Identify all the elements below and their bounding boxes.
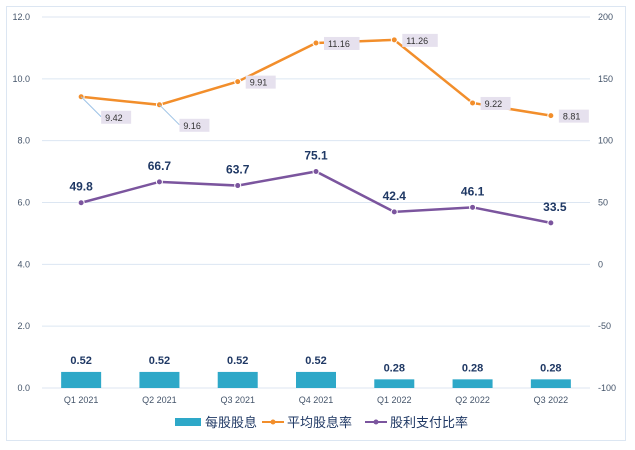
yield-label: 9.91 bbox=[250, 78, 268, 88]
leader-line bbox=[80, 96, 102, 118]
yield-point bbox=[234, 78, 242, 86]
payout-point bbox=[469, 203, 477, 211]
bar bbox=[296, 371, 336, 388]
bar bbox=[61, 371, 102, 388]
bar-label: 0.52 bbox=[227, 355, 248, 367]
y-right-tick: 0 bbox=[598, 259, 603, 269]
yield-label-box bbox=[179, 118, 210, 132]
y-right-tick: 50 bbox=[598, 198, 608, 208]
payout-point bbox=[234, 182, 242, 190]
payout-point bbox=[390, 208, 398, 216]
yield-point bbox=[547, 112, 555, 120]
y-left-tick: 12.0 bbox=[12, 12, 30, 22]
legend-marker bbox=[270, 419, 276, 425]
payout-point bbox=[77, 199, 85, 207]
legend-label: 股利支付比率 bbox=[390, 415, 468, 430]
y-right-tick: 150 bbox=[598, 74, 613, 84]
y-left-tick: 10.0 bbox=[12, 74, 30, 84]
legend-label: 每股股息 bbox=[205, 415, 257, 430]
bar-label: 0.52 bbox=[70, 355, 91, 367]
bar bbox=[530, 379, 571, 388]
bar-label: 0.28 bbox=[540, 362, 561, 374]
payout-label: 46.1 bbox=[461, 184, 485, 198]
y-right-tick: -100 bbox=[598, 383, 616, 393]
x-tick: Q4 2021 bbox=[299, 395, 334, 405]
yield-label-box bbox=[101, 110, 132, 124]
payout-label: 49.8 bbox=[69, 180, 93, 194]
payout-label: 75.1 bbox=[304, 148, 328, 162]
bar bbox=[452, 379, 493, 388]
payout-point bbox=[547, 219, 555, 227]
payout-label: 33.5 bbox=[543, 200, 567, 214]
y-left-tick: 0.0 bbox=[17, 383, 30, 393]
legend-bar-swatch bbox=[175, 418, 201, 426]
payout-point bbox=[312, 167, 320, 175]
y-right-tick: 200 bbox=[598, 12, 613, 22]
bar bbox=[217, 371, 258, 388]
x-tick: Q2 2022 bbox=[455, 395, 490, 405]
x-tick: Q1 2021 bbox=[64, 395, 99, 405]
yield-label-box bbox=[558, 109, 589, 123]
chart-frame bbox=[6, 6, 626, 441]
x-tick: Q2 2021 bbox=[142, 395, 177, 405]
yield-label: 9.42 bbox=[105, 113, 123, 123]
y-left-tick: 2.0 bbox=[17, 321, 30, 331]
yield-label-box bbox=[245, 75, 276, 89]
yield-point bbox=[469, 99, 477, 107]
payout-label: 66.7 bbox=[148, 159, 172, 173]
y-right-tick: 100 bbox=[598, 136, 613, 146]
x-tick: Q3 2021 bbox=[220, 395, 255, 405]
x-tick: Q3 2022 bbox=[534, 395, 569, 405]
bar bbox=[139, 371, 180, 388]
yield-line bbox=[81, 38, 552, 117]
yield-label-box bbox=[324, 36, 360, 50]
x-tick: Q1 2022 bbox=[377, 395, 412, 405]
yield-label-box bbox=[480, 96, 511, 110]
y-left-tick: 8.0 bbox=[17, 136, 30, 146]
bar-label: 0.28 bbox=[384, 362, 405, 374]
bar bbox=[374, 379, 415, 388]
bar-label: 0.52 bbox=[305, 355, 326, 367]
legend-marker bbox=[373, 419, 379, 425]
yield-label: 9.22 bbox=[485, 99, 503, 109]
yield-label: 11.26 bbox=[406, 36, 428, 46]
yield-label-box bbox=[402, 33, 438, 47]
bar-label: 0.52 bbox=[149, 355, 170, 367]
yield-label: 11.16 bbox=[328, 39, 350, 49]
yield-point bbox=[312, 39, 320, 47]
yield-label: 9.16 bbox=[183, 121, 201, 131]
bar-label: 0.28 bbox=[462, 362, 483, 374]
payout-point bbox=[155, 178, 163, 186]
y-left-tick: 4.0 bbox=[17, 259, 30, 269]
y-right-tick: -50 bbox=[598, 321, 611, 331]
yield-point bbox=[390, 36, 398, 44]
legend-label: 平均股息率 bbox=[287, 415, 352, 430]
payout-label: 42.4 bbox=[383, 189, 407, 203]
leader-line bbox=[159, 104, 180, 126]
y-left-tick: 6.0 bbox=[17, 198, 30, 208]
payout-label: 63.7 bbox=[226, 163, 250, 177]
yield-label: 8.81 bbox=[563, 112, 581, 122]
